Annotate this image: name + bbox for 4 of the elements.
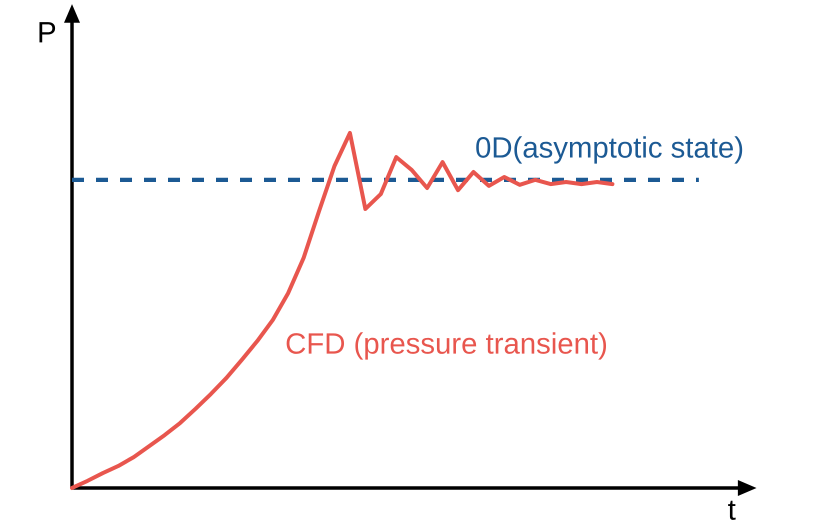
y-axis-title: P	[39, 22, 56, 42]
series-label: CFD (pressure transient)	[286, 332, 606, 360]
x-axis-title: t	[728, 500, 736, 520]
ref-line-label: 0D(asymptotic state)	[476, 136, 742, 164]
